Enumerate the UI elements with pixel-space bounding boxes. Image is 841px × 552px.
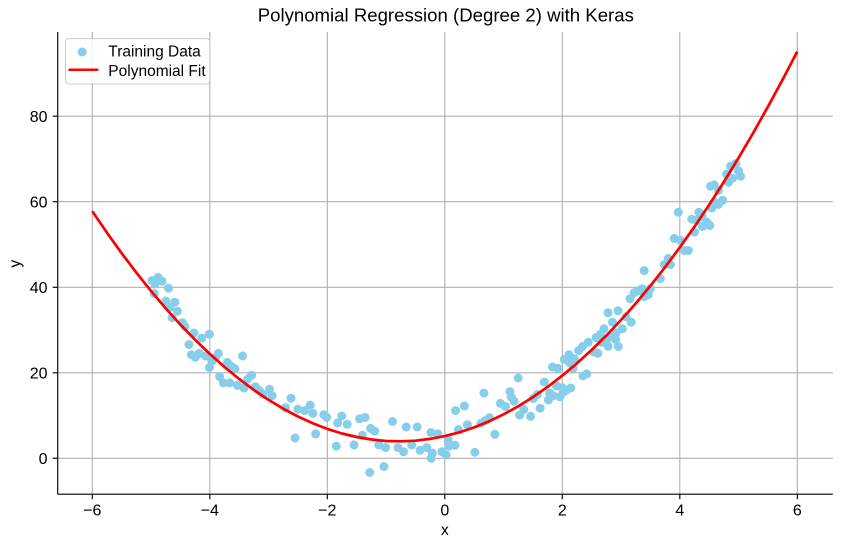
svg-text:6: 6 — [793, 503, 802, 520]
svg-text:2: 2 — [558, 503, 567, 520]
svg-text:y: y — [7, 260, 24, 268]
svg-text:Training Data: Training Data — [108, 44, 201, 61]
svg-text:40: 40 — [30, 280, 48, 297]
svg-text:−2: −2 — [318, 503, 336, 520]
svg-text:x: x — [441, 522, 449, 539]
svg-text:Polynomial Regression (Degree: Polynomial Regression (Degree 2) with Ke… — [258, 4, 634, 25]
svg-text:0: 0 — [440, 503, 449, 520]
svg-text:0: 0 — [39, 451, 48, 468]
svg-text:80: 80 — [30, 109, 48, 126]
svg-text:−6: −6 — [83, 503, 101, 520]
svg-text:Polynomial Fit: Polynomial Fit — [108, 63, 206, 80]
svg-text:20: 20 — [30, 365, 48, 382]
svg-text:−4: −4 — [201, 503, 219, 520]
svg-text:60: 60 — [30, 194, 48, 211]
svg-text:4: 4 — [675, 503, 684, 520]
